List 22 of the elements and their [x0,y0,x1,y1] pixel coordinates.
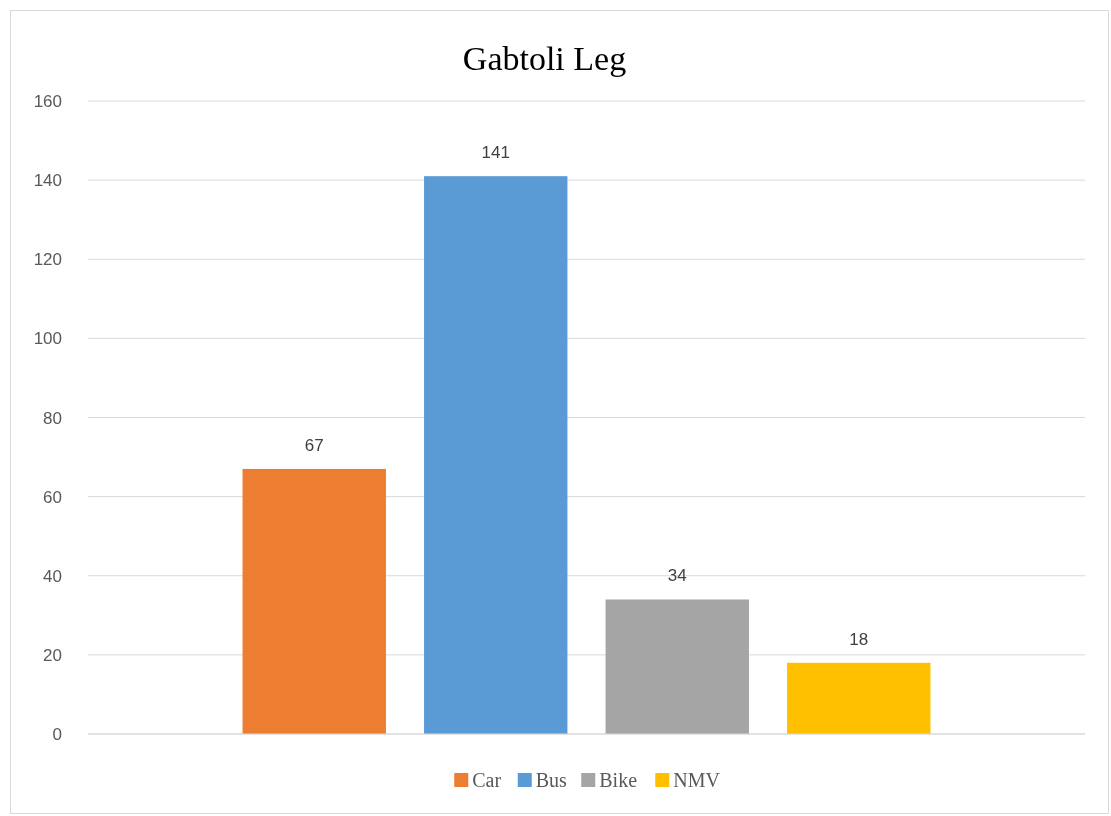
legend-label: Bike [599,769,638,791]
legend-label: NMV [673,769,721,791]
y-tick-label: 60 [43,487,62,507]
legend-label: Bus [535,769,568,791]
y-tick-label: 20 [43,645,62,665]
bar [605,599,749,734]
data-label: 18 [849,629,869,649]
y-tick-label: 80 [43,408,62,428]
chart-title: Gabtoli Leg [462,40,627,77]
data-label: 34 [667,566,687,586]
y-tick-label: 40 [43,566,62,586]
legend-label: Car [472,769,502,791]
y-tick-label: 120 [33,250,62,270]
data-label: 141 [481,143,510,163]
y-tick-label: 0 [52,725,62,744]
y-tick-label: 160 [33,92,62,111]
bar [787,662,931,734]
bar [424,176,568,734]
bar [242,468,386,734]
data-label: 67 [304,435,324,455]
y-tick-label: 140 [33,171,62,191]
y-tick-label: 100 [33,329,62,349]
